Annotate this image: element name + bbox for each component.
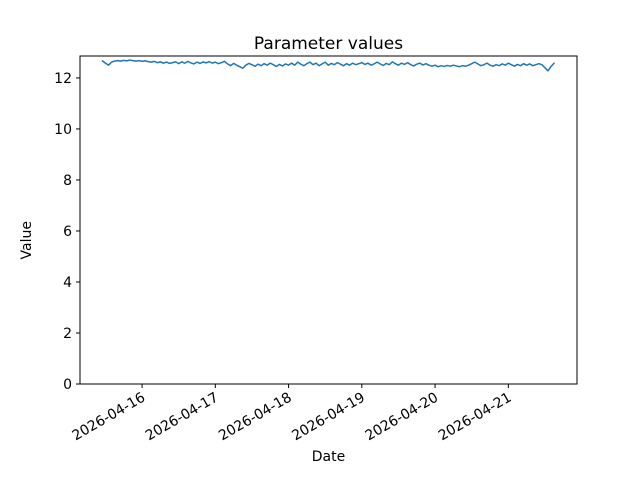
x-tick-label: 2026-04-17 — [143, 390, 221, 445]
y-tick-label: 10 — [54, 122, 72, 138]
data-line — [101, 59, 555, 72]
y-axis-label-text: Value — [19, 220, 35, 260]
y-tick-label: 0 — [63, 377, 72, 393]
axes-frame — [79, 55, 578, 385]
x-tick-label: 2026-04-19 — [289, 390, 367, 445]
y-tick-label: 12 — [54, 71, 72, 87]
y-tick-label: 2 — [63, 326, 72, 342]
y-tick-label: 4 — [63, 275, 72, 291]
x-tick-label: 2026-04-18 — [216, 390, 294, 445]
x-axis-label: Date — [311, 449, 346, 465]
x-tick-label: 2026-04-21 — [436, 390, 514, 445]
x-tick-label: 2026-04-16 — [70, 390, 149, 445]
y-tick-label: 6 — [63, 224, 72, 240]
x-tick-label: 2026-04-20 — [363, 390, 441, 445]
chart-title: Parameter values — [253, 34, 404, 54]
y-tick-label: 8 — [63, 173, 72, 189]
